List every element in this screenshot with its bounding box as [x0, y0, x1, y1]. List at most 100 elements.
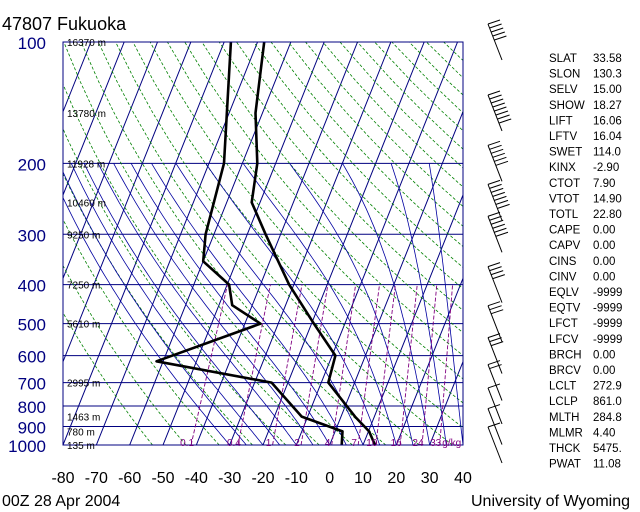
- source-label: University of Wyoming: [471, 493, 630, 510]
- wind-barb: 10kt: [487, 383, 503, 425]
- dry-adiabat: [80, 42, 387, 445]
- mixing-ratio-label: g/kg: [442, 438, 461, 449]
- wind-barb: 5kt: [487, 422, 503, 464]
- mixing-ratio-line: [375, 284, 396, 445]
- height-label: 13780 m: [67, 109, 106, 120]
- height-label: 780 m: [67, 427, 95, 438]
- profiles: [155, 42, 377, 445]
- wind-barb-speed: 10kt: [500, 408, 503, 411]
- wind-barb-speed: 30kt: [500, 326, 503, 329]
- index-name: SHOW: [549, 100, 585, 112]
- temperature-line: [250, 42, 377, 445]
- mixing-ratio-label: 1: [266, 438, 272, 449]
- index-name: CAPV: [549, 240, 581, 252]
- moist-adiabat: [242, 163, 397, 445]
- dry-adiabat: [63, 127, 287, 445]
- index-value: 16.06: [593, 115, 622, 127]
- index-value: 15.00: [593, 84, 622, 96]
- moist-adiabat: [342, 163, 431, 445]
- index-value: 0.00: [593, 225, 615, 237]
- height-labels: 135 m 780 m 1463 m 2995 m 5610 m 7250 m 9250 m…: [67, 38, 106, 452]
- wind-barb: 25kt: [487, 333, 504, 374]
- dewpoint-line: [155, 42, 344, 445]
- index-name: PWAT: [549, 459, 581, 471]
- index-value: 4.40: [593, 427, 615, 439]
- isotherm: [95, 42, 258, 445]
- mixing-ratio-label: 0.1: [180, 438, 194, 449]
- moist-adiabat: [289, 163, 414, 445]
- wind-barb-speed: 55kt: [500, 236, 503, 239]
- mixing-ratio-line: [272, 284, 303, 445]
- temperature-tick-label: 0: [325, 470, 334, 487]
- temperature-tick-label: 20: [387, 470, 405, 487]
- temperature-tick-label: -40: [185, 470, 208, 487]
- isotherm: [295, 42, 458, 445]
- height-label: 1463 m: [67, 413, 100, 424]
- moist-adiabat: [130, 163, 331, 445]
- height-label: 9250 m: [67, 230, 100, 241]
- index-name: TOTL: [549, 209, 579, 221]
- wind-barb-speed: 25kt: [500, 358, 503, 361]
- wind-barb: 40kt: [487, 262, 505, 303]
- index-name: KINX: [549, 162, 576, 174]
- index-name: EQTV: [549, 303, 581, 315]
- mixing-ratio-line: [421, 284, 438, 445]
- pressure-tick-label: 100: [18, 34, 46, 53]
- index-name: EQLV: [549, 287, 579, 299]
- wind-barb-speed: 40kt: [500, 287, 503, 290]
- temperature-tick-label: 40: [454, 470, 472, 487]
- dry-adiabat: [218, 42, 463, 311]
- index-name: SELV: [549, 84, 578, 96]
- moist-adiabat: [97, 163, 297, 445]
- wind-barb: 15kt: [487, 360, 503, 401]
- index-name: CINS: [549, 256, 577, 268]
- isotherm: [63, 42, 125, 197]
- height-label: 5610 m: [67, 320, 100, 331]
- mixing-ratio-label: 10: [366, 438, 378, 449]
- index-name: CAPE: [549, 225, 581, 237]
- index-name: THCK: [549, 443, 581, 455]
- wind-barb-speed: 50kt: [500, 44, 503, 47]
- moist-adiabat: [63, 196, 231, 445]
- isotherm: [329, 110, 463, 445]
- temperature-tick-label: 10: [354, 470, 372, 487]
- pressure-tick-label: 700: [18, 375, 46, 394]
- index-name: LCLP: [549, 396, 578, 408]
- wind-barb: 30kt: [487, 301, 504, 342]
- mixing-ratio-line: [237, 284, 271, 445]
- height-label: 10460 m: [67, 198, 106, 209]
- mixing-ratio-label: 33: [430, 438, 442, 449]
- index-value: 0.00: [593, 349, 615, 361]
- index-value: 18.27: [593, 100, 622, 112]
- index-name: SLON: [549, 69, 580, 81]
- index-value: 284.8: [593, 412, 622, 424]
- wind-barb: 50kt: [487, 19, 507, 61]
- index-name: LFTV: [549, 131, 577, 143]
- index-value: -9999: [593, 303, 622, 315]
- wind-barb: 60kt: [487, 140, 509, 182]
- index-value: -9999: [593, 334, 622, 346]
- pressure-tick-label: 800: [18, 398, 46, 417]
- dry-adiabat: [236, 42, 463, 290]
- isotherm: [63, 42, 192, 364]
- index-name: SLAT: [549, 53, 577, 65]
- temperature-tick-label: -20: [251, 470, 274, 487]
- dry-adiabat: [63, 311, 153, 445]
- isotherm: [262, 42, 425, 445]
- height-label: 16370 m: [67, 38, 106, 49]
- moist-adiabat: [428, 163, 463, 445]
- wind-barb: 70kt: [487, 179, 510, 221]
- index-value: 33.58: [593, 53, 622, 65]
- mixing-ratio-label: 24: [412, 438, 424, 449]
- dry-adiabat: [63, 264, 187, 445]
- mixing-ratio-line: [399, 284, 418, 445]
- index-name: CINV: [549, 271, 577, 283]
- temperature-axis: -80 -70 -60 -50 -40 -30 -20 -10 0 10 20 30 40: [51, 470, 472, 487]
- pressure-tick-label: 600: [18, 348, 46, 367]
- wind-barb-speed: 60kt: [500, 165, 503, 168]
- moist-adiabat: [70, 163, 264, 445]
- isotherm: [429, 360, 463, 445]
- dry-adiabat: [63, 83, 320, 445]
- isotherm: [229, 42, 392, 445]
